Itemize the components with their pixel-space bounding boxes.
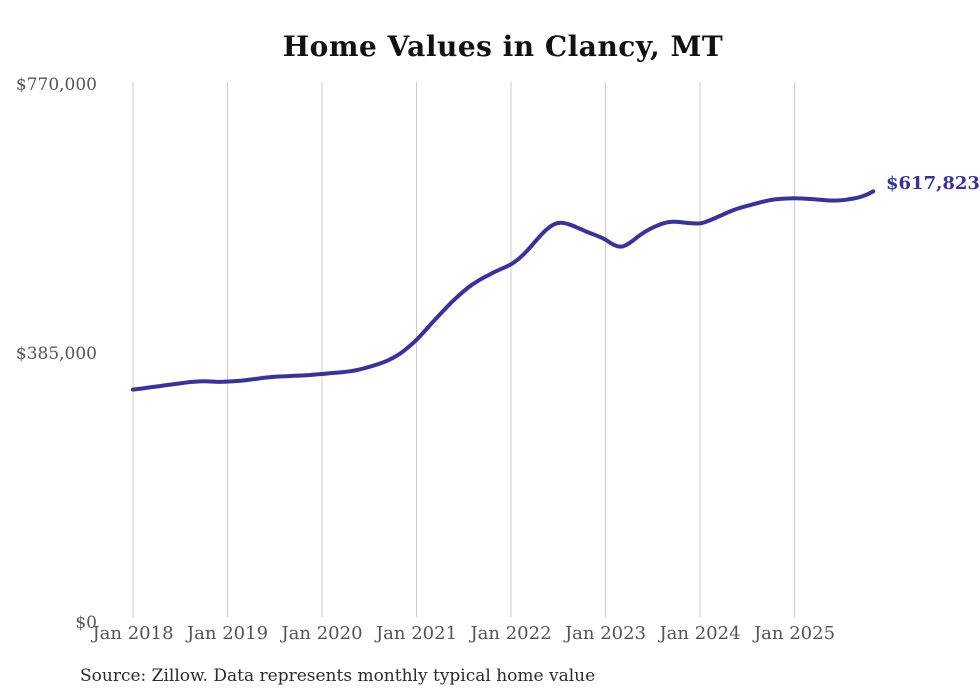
x-tick-label: Jan 2020 — [281, 623, 363, 644]
x-tick-label: Jan 2018 — [92, 623, 174, 644]
last-value-label: $617,823 — [886, 173, 980, 194]
y-tick-label: $770,000 — [15, 75, 97, 95]
y-tick-label: $385,000 — [15, 344, 97, 364]
x-tick-label: Jan 2023 — [564, 623, 647, 644]
chart-title: Home Values in Clancy, MT — [282, 30, 724, 63]
x-tick-label: Jan 2022 — [470, 623, 552, 644]
home-value-line — [131, 189, 876, 392]
x-tick-label: Jan 2025 — [753, 623, 836, 644]
y-tick-label: $0 — [75, 613, 97, 633]
x-tick-label: Jan 2019 — [186, 623, 269, 644]
source-note: Source: Zillow. Data represents monthly … — [80, 666, 596, 686]
gridlines — [132, 82, 795, 617]
x-tick-label: Jan 2021 — [375, 623, 458, 644]
x-tick-label: Jan 2024 — [659, 623, 741, 644]
